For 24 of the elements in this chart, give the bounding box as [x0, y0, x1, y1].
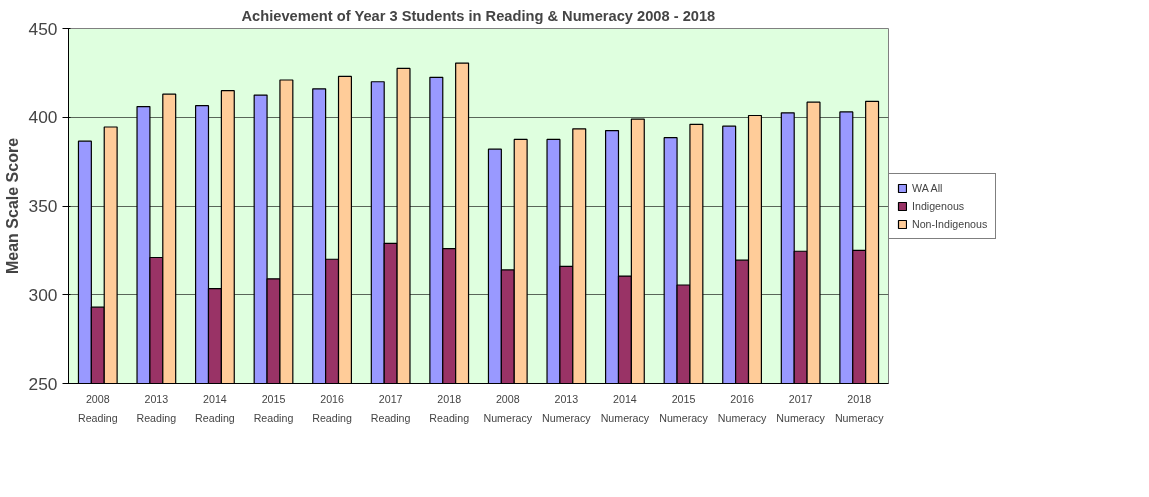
y-tick-label: 400 [28, 107, 58, 128]
category-label: 2018 Numeracy [834, 392, 884, 424]
y-tick-label: 350 [28, 196, 58, 216]
category-label: 2017 Numeracy [776, 392, 825, 424]
legend-label: Non-Indigenous [912, 217, 988, 230]
category-label: 2016 Numeracy [717, 392, 767, 424]
category-label: 2008 Reading [77, 392, 118, 424]
category-label: 2018 Reading [429, 392, 470, 424]
category-label: 2013 Numeracy [542, 392, 591, 424]
legend-label: Indigenous [912, 199, 965, 212]
category-label: 2014 Numeracy [600, 392, 650, 424]
category-label: 2013 Reading [136, 392, 177, 424]
category-label: 2015 Numeracy [659, 392, 708, 424]
legend-label: WA All [912, 181, 943, 194]
category-label: 2015 Reading [253, 392, 294, 424]
chart-title: Achievement of Year 3 Students in Reading & Numeracy 2008 - 2018 [241, 7, 716, 24]
y-tick-label: 450 [28, 18, 58, 39]
category-label: 2016 Reading [312, 392, 352, 424]
category-label: 2008 Numeracy [483, 392, 533, 424]
y-axis-title: Mean Scale Score [3, 137, 21, 275]
y-tick-label: 300 [28, 284, 58, 305]
y-tick-label: 250 [28, 373, 58, 394]
category-label: 2014 Reading [195, 392, 235, 424]
category-label: 2017 Reading [370, 392, 411, 424]
